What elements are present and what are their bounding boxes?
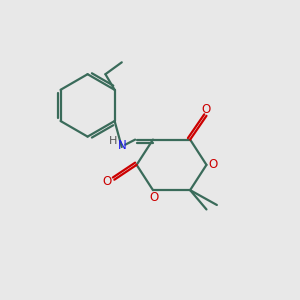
Text: O: O xyxy=(208,158,217,171)
Text: O: O xyxy=(150,191,159,204)
Text: N: N xyxy=(117,139,126,152)
Text: H: H xyxy=(109,136,118,146)
Text: O: O xyxy=(202,103,211,116)
Text: O: O xyxy=(103,175,112,188)
